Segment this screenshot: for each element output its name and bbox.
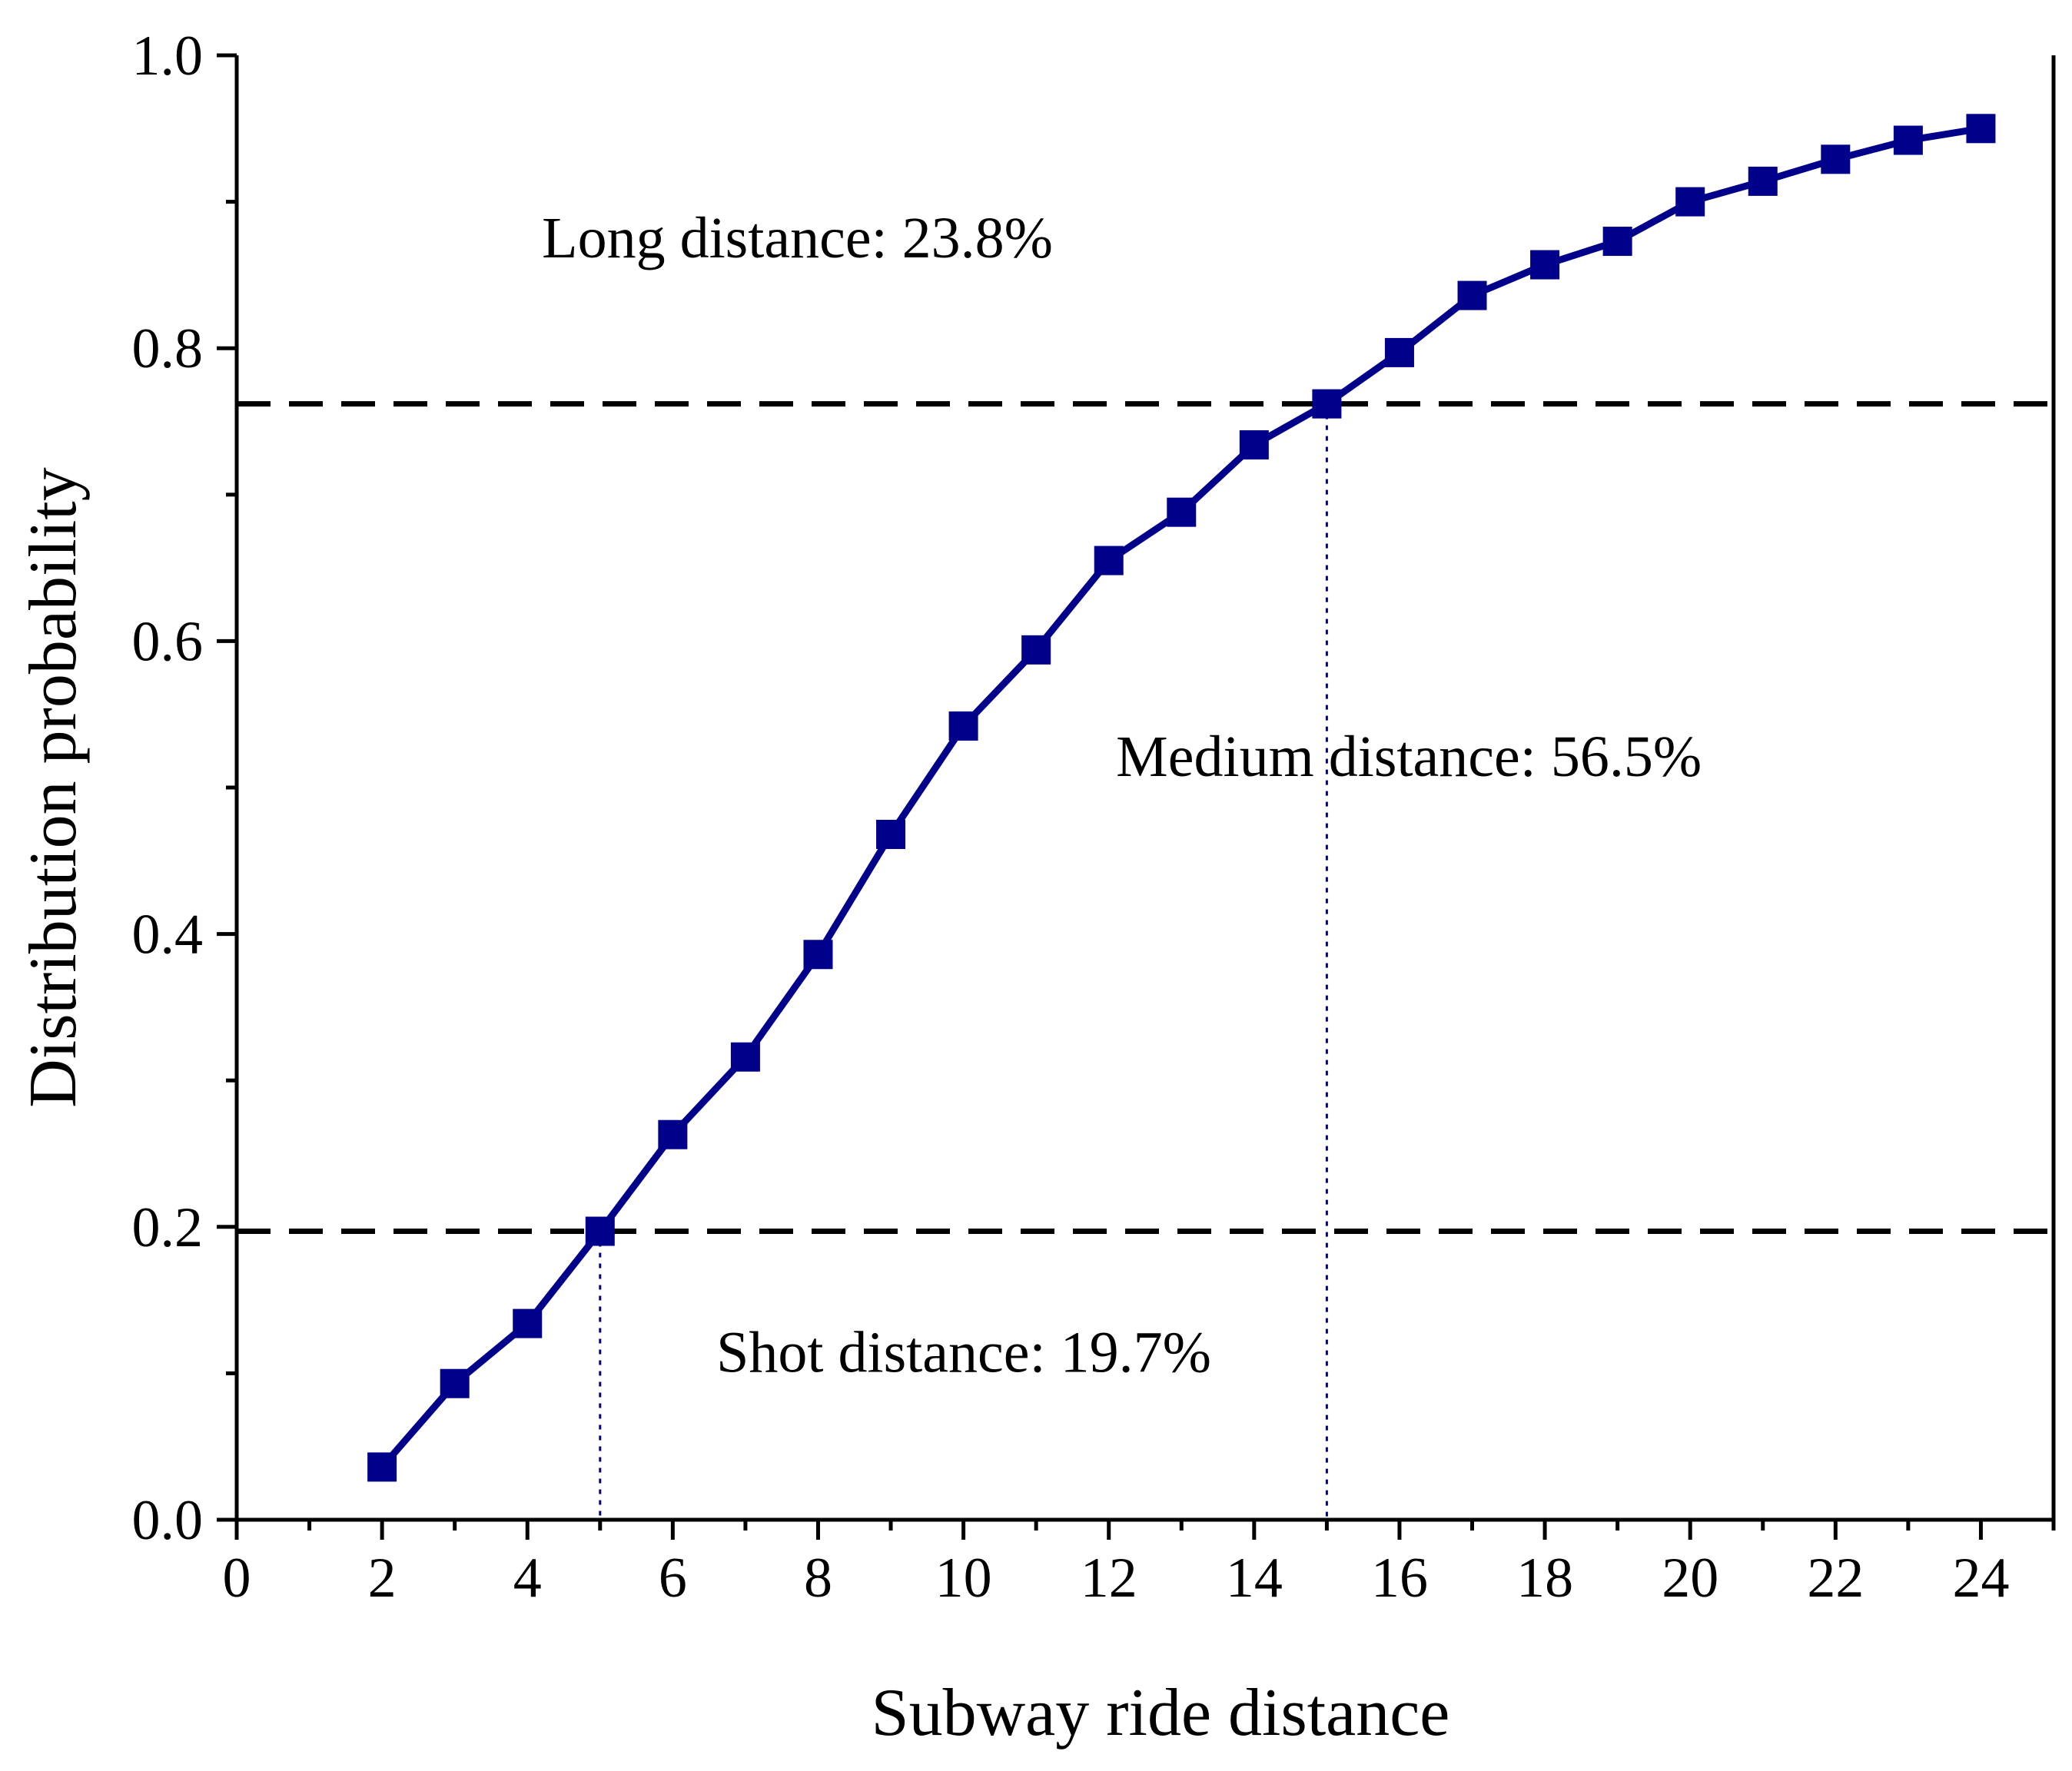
data-point-10: [1094, 546, 1124, 575]
annotation-0: Long distance: 23.8%: [542, 206, 1053, 270]
data-point-12: [1239, 429, 1269, 459]
data-point-8: [948, 711, 978, 741]
x-tick-label-4: 8: [804, 1547, 832, 1610]
data-point-7: [876, 819, 906, 849]
x-tick-label-10: 20: [1662, 1547, 1718, 1610]
data-point-6: [803, 940, 833, 970]
x-tick-label-5: 10: [935, 1547, 992, 1610]
data-point-14: [1384, 337, 1414, 367]
x-tick-label-9: 18: [1516, 1547, 1573, 1610]
data-point-0: [367, 1452, 397, 1482]
data-point-21: [1893, 125, 1923, 155]
y-tick-label-5: 1.0: [132, 25, 204, 88]
data-point-20: [1821, 144, 1851, 174]
data-point-15: [1457, 280, 1487, 310]
annotation-2: Shot distance: 19.7%: [716, 1320, 1211, 1385]
series-line-0: [378, 124, 1984, 1471]
data-point-1: [440, 1368, 470, 1398]
y-tick-label-0: 0.0: [132, 1489, 204, 1552]
x-tick-label-0: 0: [223, 1547, 251, 1610]
x-tick-label-3: 6: [659, 1547, 687, 1610]
data-point-5: [730, 1042, 760, 1072]
y-axis-title: Distribution probability: [16, 467, 91, 1108]
y-tick-label-2: 0.4: [132, 904, 204, 967]
y-tick-label-1: 0.2: [132, 1196, 204, 1259]
data-point-16: [1530, 250, 1560, 280]
data-point-2: [513, 1308, 543, 1338]
data-point-19: [1748, 166, 1778, 196]
data-point-11: [1167, 497, 1197, 527]
data-point-17: [1602, 227, 1632, 257]
x-axis-title: Subway ride distance: [872, 1676, 1450, 1750]
data-point-18: [1675, 187, 1705, 217]
x-tick-label-7: 14: [1226, 1547, 1283, 1610]
annotation-1: Medium distance: 56.5%: [1116, 725, 1702, 789]
x-tick-label-6: 12: [1081, 1547, 1137, 1610]
data-point-4: [658, 1119, 688, 1149]
data-point-13: [1312, 389, 1342, 419]
x-tick-label-8: 16: [1371, 1547, 1428, 1610]
x-tick-label-11: 22: [1807, 1547, 1864, 1610]
x-tick-label-1: 2: [368, 1547, 397, 1610]
data-point-9: [1021, 635, 1051, 665]
x-tick-label-2: 4: [513, 1547, 542, 1610]
y-tick-label-4: 0.8: [132, 317, 204, 380]
data-point-3: [585, 1216, 615, 1246]
y-tick-label-3: 0.6: [132, 610, 204, 673]
x-tick-label-12: 24: [1952, 1547, 2009, 1610]
data-point-22: [1966, 114, 1996, 144]
